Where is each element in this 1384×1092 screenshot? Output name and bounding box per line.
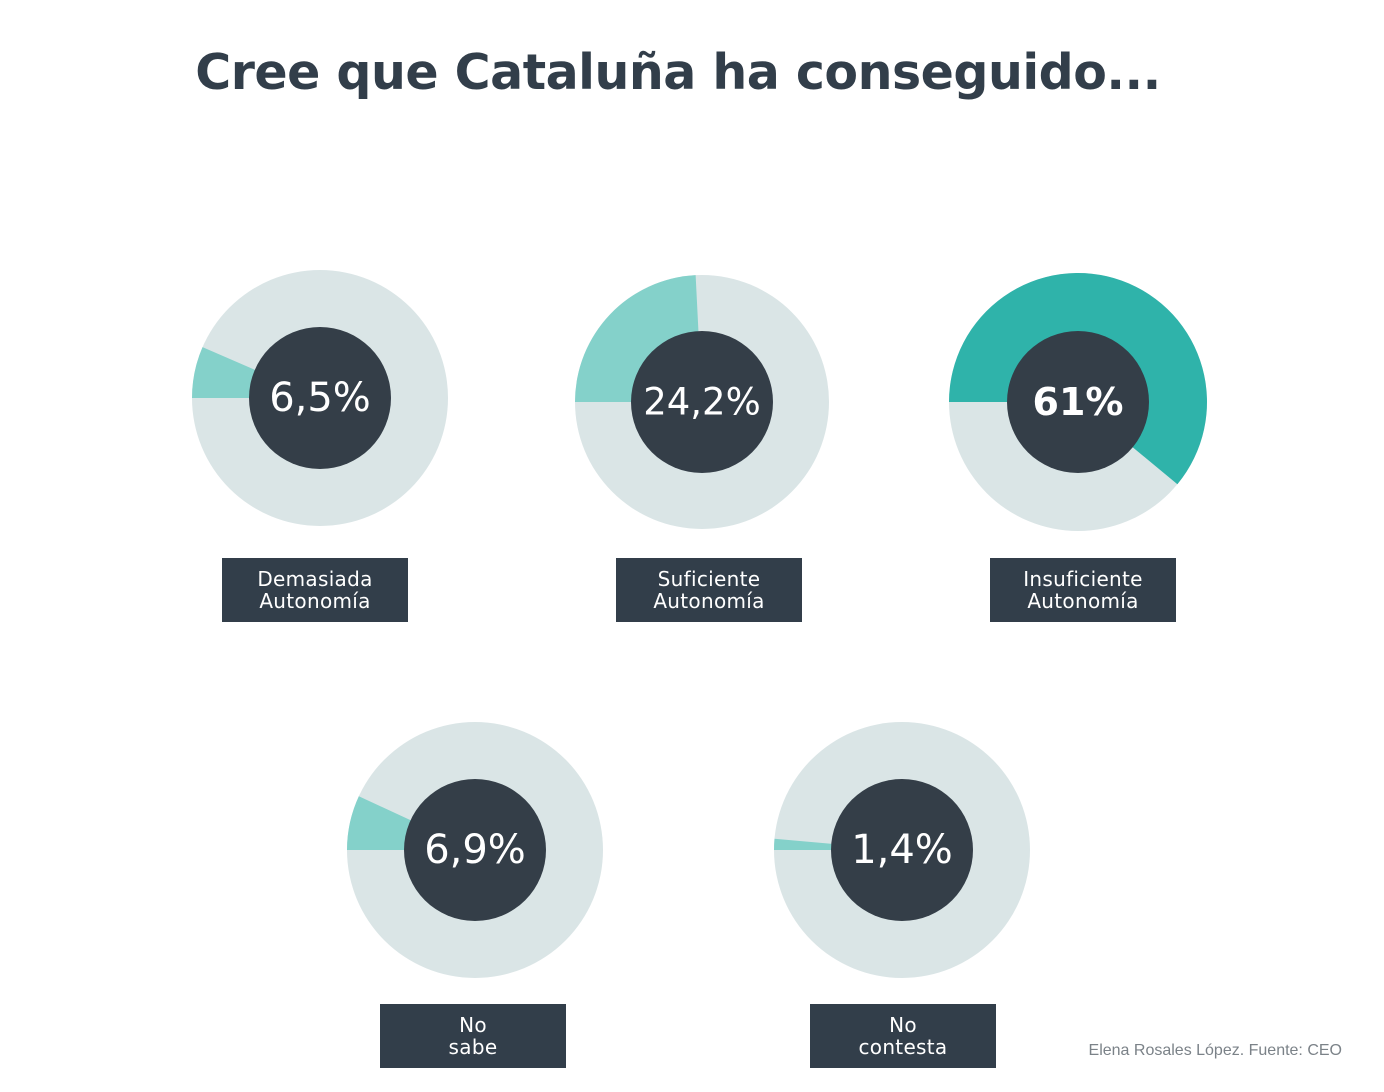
donut-value-no-contesta: 1,4% bbox=[851, 827, 953, 873]
label-line: Insuficiente bbox=[1023, 567, 1143, 591]
donut-center-no-contesta bbox=[831, 779, 973, 921]
label-line: Demasiada bbox=[257, 567, 373, 591]
donut-center-suficiente-autonomia bbox=[631, 331, 773, 473]
label-demasiada-autonomia: Demasiada Autonomía bbox=[222, 558, 408, 622]
donut-center-no-sabe bbox=[404, 779, 546, 921]
label-line: sabe bbox=[448, 1035, 498, 1059]
label-no-sabe: No sabe bbox=[380, 1004, 566, 1068]
donut-value-suficiente-autonomia: 24,2% bbox=[643, 381, 761, 424]
label-line: Autonomía bbox=[1027, 589, 1139, 613]
label-line: Suficiente bbox=[657, 567, 761, 591]
chart-title: Cree que Cataluña ha conseguido... bbox=[195, 44, 1161, 101]
label-no-contesta: No contesta bbox=[810, 1004, 996, 1068]
label-suficiente-autonomia: Suficiente Autonomía bbox=[616, 558, 802, 622]
donut-value-demasiada-autonomia: 6,5% bbox=[269, 375, 371, 421]
donut-value-insuficiente-autonomia: 61% bbox=[1033, 380, 1124, 424]
source-credit: Elena Rosales López. Fuente: CEO bbox=[1088, 1042, 1342, 1059]
donut-center-demasiada-autonomia bbox=[249, 327, 391, 469]
donut-value-no-sabe: 6,9% bbox=[424, 827, 526, 873]
label-line: contesta bbox=[858, 1035, 948, 1059]
donut-center-insuficiente-autonomia bbox=[1007, 331, 1149, 473]
label-line: Autonomía bbox=[653, 589, 765, 613]
label-line: No bbox=[889, 1013, 917, 1037]
label-line: No bbox=[459, 1013, 487, 1037]
label-insuficiente-autonomia: Insuficiente Autonomía bbox=[990, 558, 1176, 622]
label-line: Autonomía bbox=[259, 589, 371, 613]
